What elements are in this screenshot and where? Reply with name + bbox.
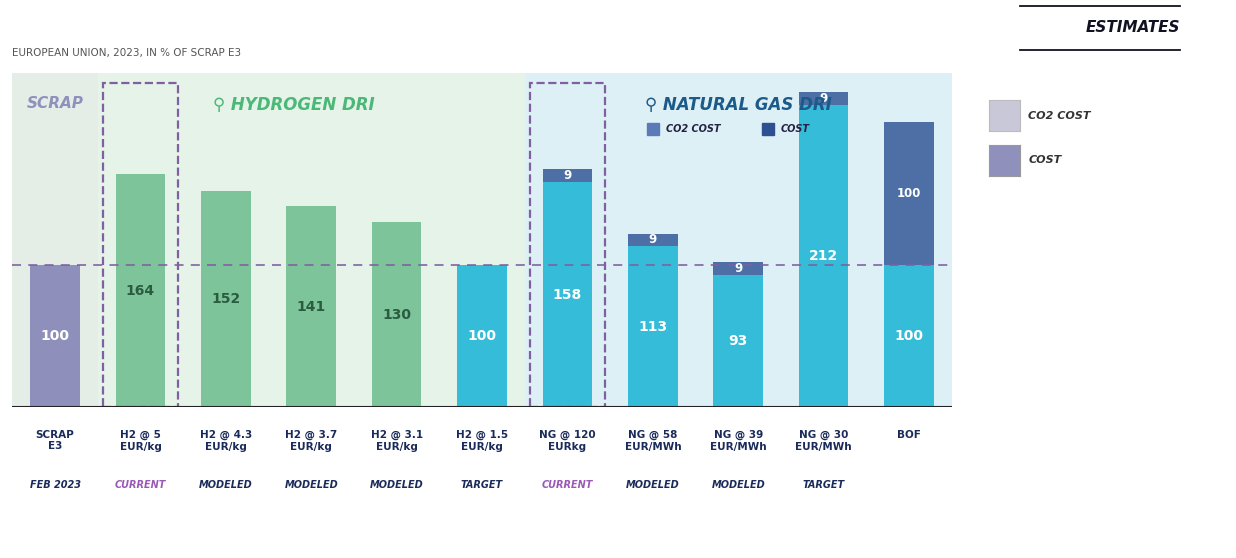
Text: CO2 COST: CO2 COST <box>666 124 721 134</box>
Text: H2 @ 3.1
EUR/kg: H2 @ 3.1 EUR/kg <box>371 430 423 451</box>
Bar <box>116 174 166 407</box>
Text: MODELED: MODELED <box>284 480 339 490</box>
Text: 100: 100 <box>897 187 921 200</box>
Text: 164: 164 <box>126 283 154 297</box>
Bar <box>201 191 251 407</box>
Bar <box>525 73 952 407</box>
Bar <box>884 265 933 407</box>
Text: SCRAP
E3: SCRAP E3 <box>36 430 74 451</box>
Bar <box>713 275 763 407</box>
Text: TARGET: TARGET <box>461 480 503 490</box>
Bar <box>884 122 933 265</box>
Text: 141: 141 <box>297 300 326 314</box>
Bar <box>530 83 604 407</box>
Text: FEB 2023: FEB 2023 <box>30 480 80 490</box>
Text: NG @ 120
EURkg: NG @ 120 EURkg <box>539 430 596 451</box>
Bar <box>372 222 421 407</box>
Bar <box>287 206 336 407</box>
Text: 152: 152 <box>211 292 241 306</box>
Text: CURRENT: CURRENT <box>115 480 166 490</box>
Bar <box>98 73 525 407</box>
Text: MODELED: MODELED <box>625 480 680 490</box>
Text: TARGET: TARGET <box>802 480 844 490</box>
Text: CO2 COST: CO2 COST <box>1028 111 1091 121</box>
Text: 93: 93 <box>728 334 748 348</box>
Text: CURRENT: CURRENT <box>541 480 593 490</box>
Bar <box>628 246 677 407</box>
Text: EUROPEAN UNION, 2023, IN % OF SCRAP E3: EUROPEAN UNION, 2023, IN % OF SCRAP E3 <box>12 48 241 58</box>
Bar <box>798 93 848 105</box>
Text: SCRAP: SCRAP <box>27 96 84 111</box>
Text: 9: 9 <box>649 233 658 247</box>
Text: H2 @ 1.5
EUR/kg: H2 @ 1.5 EUR/kg <box>456 430 508 451</box>
Text: 9: 9 <box>819 93 828 105</box>
Bar <box>543 170 592 182</box>
Text: ESTIMATES: ESTIMATES <box>1086 21 1180 35</box>
Bar <box>798 105 848 407</box>
Text: BOF: BOF <box>897 430 921 440</box>
Text: MODELED: MODELED <box>370 480 424 490</box>
Text: 158: 158 <box>552 288 582 302</box>
Text: COST: COST <box>1028 156 1062 165</box>
Text: 130: 130 <box>382 307 412 322</box>
Bar <box>457 265 507 407</box>
Text: H2 @ 4.3
EUR/kg: H2 @ 4.3 EUR/kg <box>200 430 252 451</box>
Bar <box>31 265 80 407</box>
Text: 113: 113 <box>638 320 667 334</box>
Bar <box>628 234 677 246</box>
Text: 100: 100 <box>895 329 923 343</box>
Text: MODELED: MODELED <box>712 480 765 490</box>
Text: 100: 100 <box>41 329 69 343</box>
Bar <box>103 83 178 407</box>
Text: NG @ 30
EUR/MWh: NG @ 30 EUR/MWh <box>795 430 852 451</box>
Bar <box>12 73 98 407</box>
Text: ⚲ HYDROGEN DRI: ⚲ HYDROGEN DRI <box>214 96 375 114</box>
Text: 212: 212 <box>810 249 838 263</box>
Text: H2 @ 5
EUR/kg: H2 @ 5 EUR/kg <box>120 430 162 451</box>
Text: COST: COST <box>781 124 810 134</box>
Text: 9: 9 <box>564 169 571 182</box>
Bar <box>713 262 763 275</box>
Bar <box>543 182 592 407</box>
Text: NG @ 58
EUR/MWh: NG @ 58 EUR/MWh <box>624 430 681 451</box>
Text: ⚲ NATURAL GAS DRI: ⚲ NATURAL GAS DRI <box>645 96 832 114</box>
Text: 9: 9 <box>734 262 743 275</box>
Text: H2 @ 3.7
EUR/kg: H2 @ 3.7 EUR/kg <box>286 430 337 451</box>
Text: MODELED: MODELED <box>199 480 252 490</box>
Text: 100: 100 <box>467 329 497 343</box>
Text: NG @ 39
EUR/MWh: NG @ 39 EUR/MWh <box>709 430 766 451</box>
